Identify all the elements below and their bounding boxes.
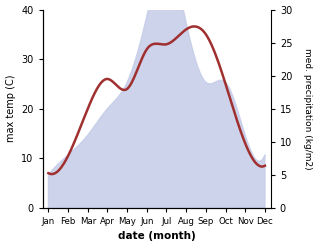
X-axis label: date (month): date (month) (118, 231, 196, 242)
Y-axis label: med. precipitation (kg/m2): med. precipitation (kg/m2) (303, 48, 313, 169)
Y-axis label: max temp (C): max temp (C) (5, 75, 16, 143)
